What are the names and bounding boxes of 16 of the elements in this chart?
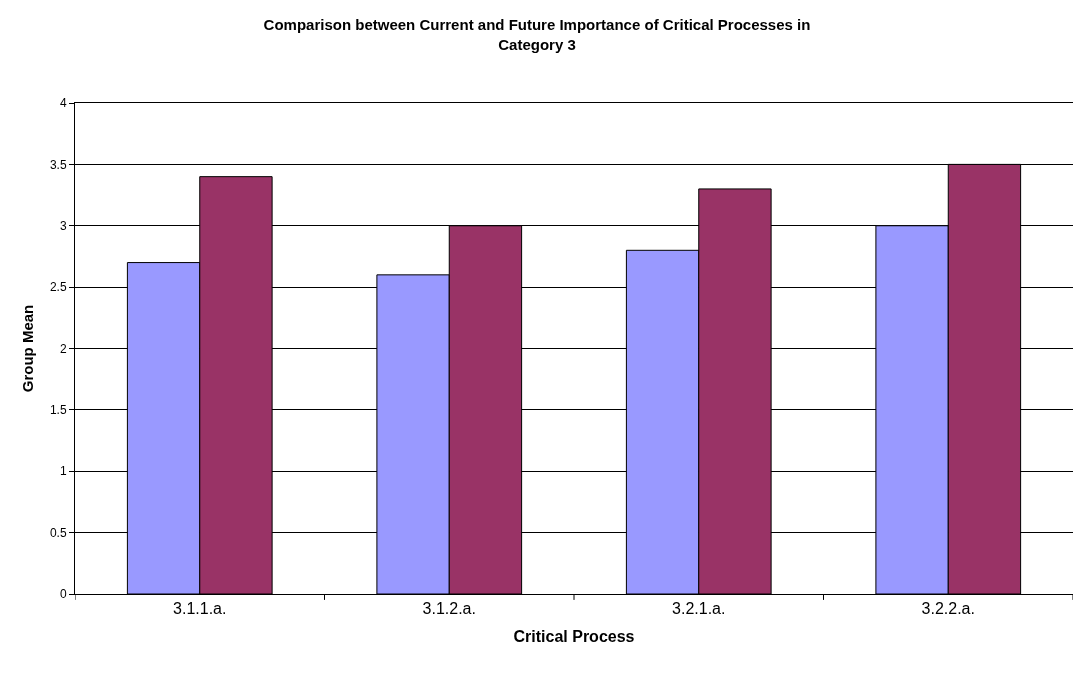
y-tick-label: 0 — [59, 587, 67, 602]
y-tick-label: 1.5 — [49, 403, 67, 418]
x-tick-label: 3.1.1.a. — [173, 600, 227, 618]
y-tick-label: 2 — [59, 341, 67, 356]
y-tick-label: 3 — [59, 218, 67, 233]
x-tick-label: 3.2.2.a. — [921, 600, 975, 618]
y-tick-label: 0.5 — [49, 525, 67, 540]
x-axis-title: Critical Process — [513, 627, 635, 645]
y-tick-label: 3.5 — [49, 157, 67, 172]
chart-title: Comparison between Current and Future Importance of Critical Processes in Category 3 — [263, 16, 811, 53]
x-tick-label: 3.1.2.a. — [422, 600, 476, 618]
y-tick-label: 1 — [59, 464, 67, 479]
y-tick-label: 4 — [59, 96, 67, 111]
y-axis-title: Group Mean — [19, 304, 37, 393]
x-tick-label: 3.2.1.a. — [672, 600, 726, 618]
y-tick-label: 2.5 — [49, 280, 67, 295]
